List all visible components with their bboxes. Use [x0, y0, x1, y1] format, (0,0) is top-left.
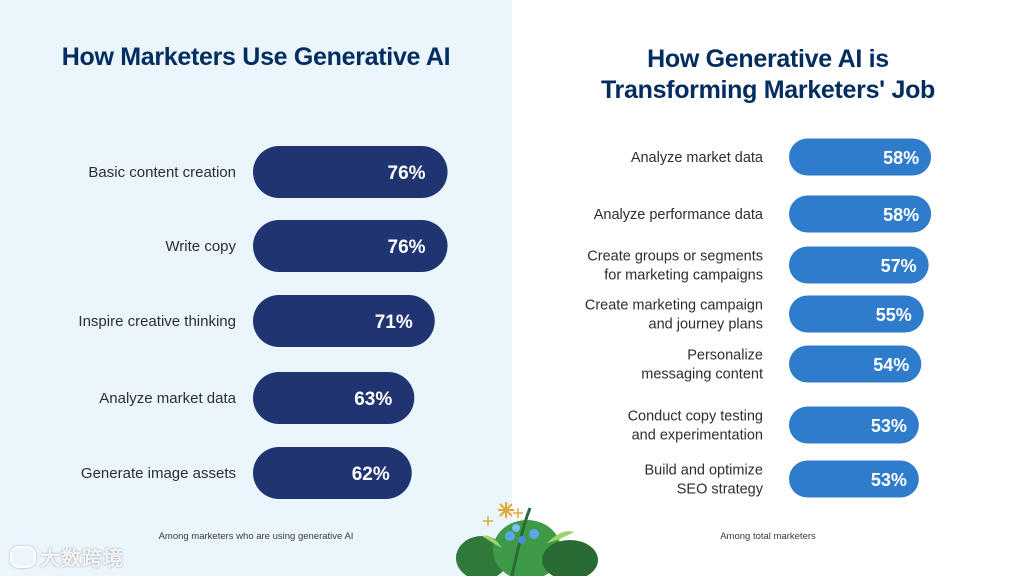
bar-5	[789, 406, 919, 444]
category-label-0: Analyze market data	[631, 150, 764, 166]
category-label-2-line-0: Create groups or segments	[587, 249, 763, 265]
category-label-2-line-0: Inspire creative thinking	[78, 313, 236, 330]
category-label-4-line-1: messaging content	[641, 367, 763, 383]
right-chart-title-line-1: How Generative AI is	[647, 45, 889, 73]
category-label-3-line-1: and journey plans	[649, 317, 763, 333]
bar-6	[789, 460, 919, 498]
category-label-1: Write copy	[165, 238, 236, 255]
category-label-0-line-0: Basic content creation	[88, 164, 236, 181]
right-footnote: Among total marketers	[720, 531, 816, 542]
bar-2	[789, 246, 929, 284]
bar-4	[253, 447, 412, 499]
category-label-4: Personalize messaging content	[641, 348, 763, 383]
plant-illustration	[456, 502, 598, 576]
bar-value-label-1: 76%	[388, 237, 426, 258]
bar-value-label-3: 63%	[354, 389, 392, 410]
left-chart-title: How Marketers Use Generative AI	[61, 43, 451, 71]
right-chart-title-line-2: Transforming Marketers' Job	[600, 76, 936, 104]
bar-value-label-0: 76%	[388, 163, 426, 184]
category-label-3-line-0: Analyze market data	[99, 390, 236, 407]
bar-value-label-0: 58%	[883, 148, 919, 168]
bar-value-label-5: 53%	[871, 416, 907, 436]
bar-2	[253, 295, 435, 347]
bar-value-label-2: 57%	[881, 256, 917, 276]
category-label-4-line-0: Personalize	[687, 348, 763, 364]
category-label-5-line-1: and experimentation	[632, 428, 763, 444]
category-label-1-line-0: Analyze performance data	[594, 207, 764, 223]
category-label-4-line-0: Generate image assets	[81, 465, 236, 482]
bar-value-label-4: 54%	[873, 355, 909, 375]
bar-value-label-4: 62%	[352, 464, 390, 485]
right-chart-title: How Generative AI is Transforming Market…	[512, 44, 1024, 106]
watermark: 大数跨境	[10, 542, 124, 571]
category-label-2: Inspire creative thinking	[78, 313, 236, 330]
category-label-5-line-0: Conduct copy testing	[628, 409, 763, 425]
category-label-2: Create groups or segments for marketing c…	[587, 249, 763, 284]
category-label-1: Analyze performance data	[594, 207, 764, 223]
category-label-3: Analyze market data	[99, 390, 236, 407]
bar-1	[253, 220, 448, 272]
bar-value-label-3: 55%	[876, 305, 912, 325]
watermark-logo-icon	[10, 546, 36, 568]
left-bar-chart: 76% Basic content creation 76% Write copy 71…	[78, 146, 448, 499]
bar-value-label-6: 53%	[871, 470, 907, 490]
category-label-2-line-1: for marketing campaigns	[604, 268, 763, 284]
right-panel	[512, 0, 1024, 576]
category-label-6-line-1: SEO strategy	[677, 482, 764, 498]
category-label-4: Generate image assets	[81, 465, 236, 482]
bar-value-label-2: 71%	[375, 312, 413, 333]
bar-3	[789, 295, 924, 333]
category-label-3-line-0: Create marketing campaign	[585, 298, 763, 314]
bar-1	[789, 195, 932, 233]
category-label-3: Create marketing campaign and journey pla…	[585, 298, 763, 333]
bar-0	[253, 146, 448, 198]
bar-0	[789, 138, 932, 176]
category-label-0: Basic content creation	[88, 164, 236, 181]
category-label-0-line-0: Analyze market data	[631, 150, 764, 166]
category-label-6-line-0: Build and optimize	[645, 463, 764, 479]
bar-value-label-1: 58%	[883, 205, 919, 225]
bar-3	[253, 372, 415, 424]
category-label-5: Conduct copy testing and experimentation	[628, 409, 763, 444]
left-footnote: Among marketers who are using generative…	[158, 531, 354, 542]
bar-4	[789, 345, 922, 383]
category-label-6: Build and optimize SEO strategy	[645, 463, 764, 498]
watermark-text: 大数跨境	[40, 548, 124, 570]
category-label-1-line-0: Write copy	[165, 238, 236, 255]
